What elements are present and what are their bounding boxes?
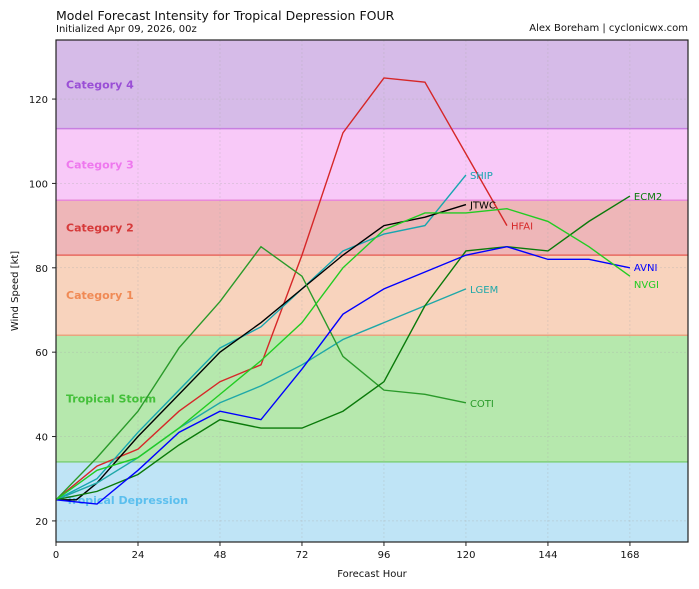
series-label-coti: COTI [470, 399, 494, 410]
series-line-ecm2 [55, 195, 631, 501]
series-label-jtwc: JTWC [469, 201, 496, 212]
y-tick-label: 40 [35, 433, 48, 444]
series-label-avni: AVNI [634, 263, 657, 274]
band-label: Category 3 [66, 158, 134, 171]
band-category-2 [56, 200, 688, 256]
chart-credit: Alex Boreham | cyclonicwx.com [529, 23, 688, 34]
series-label-ship: SHIP [470, 171, 493, 182]
chart-subtitle: Initialized Apr 09, 2026, 00z [56, 24, 197, 35]
y-tick-label: 100 [29, 179, 48, 190]
series-line-lgem [55, 288, 467, 501]
x-tick-label: 48 [214, 550, 227, 561]
band-label: Tropical Storm [66, 393, 156, 406]
x-tick-label: 0 [53, 550, 59, 561]
band-category-1 [56, 255, 688, 336]
x-tick-label: 168 [620, 550, 639, 561]
series-line-nvgi [55, 208, 631, 501]
y-tick-label: 120 [29, 95, 48, 106]
series-label-nvgi: NVGI [634, 280, 659, 291]
series-line-avni [55, 245, 631, 505]
x-tick-label: 120 [456, 550, 475, 561]
band-label: Category 2 [66, 222, 134, 235]
series-label-lgem: LGEM [470, 285, 498, 296]
x-tick-label: 72 [296, 550, 309, 561]
series-line-hfai [55, 77, 508, 501]
y-axis-label: Wind Speed [kt] [10, 251, 21, 331]
series-label-ecm2: ECM2 [634, 192, 662, 203]
series-line-jtwc [56, 203, 467, 501]
band-label: Category 1 [66, 289, 134, 302]
series-line-coti [55, 245, 467, 501]
x-tick-label: 96 [378, 550, 391, 561]
y-tick-label: 80 [35, 264, 48, 275]
band-category-4 [56, 40, 688, 129]
band-label: Category 4 [66, 78, 134, 91]
y-tick-label: 60 [35, 348, 48, 359]
x-tick-label: 144 [538, 550, 557, 561]
series-label-hfai: HFAI [511, 222, 533, 233]
band-category-3 [56, 128, 688, 201]
y-tick-label: 20 [35, 517, 48, 528]
series-line-ship [55, 174, 467, 501]
x-tick-label: 24 [132, 550, 145, 561]
plot-frame [55, 39, 689, 543]
band-tropical-depression [56, 461, 688, 542]
band-label: Tropical Depression [66, 494, 188, 507]
x-axis-label: Forecast Hour [337, 569, 407, 580]
chart-title: Model Forecast Intensity for Tropical De… [56, 8, 395, 23]
